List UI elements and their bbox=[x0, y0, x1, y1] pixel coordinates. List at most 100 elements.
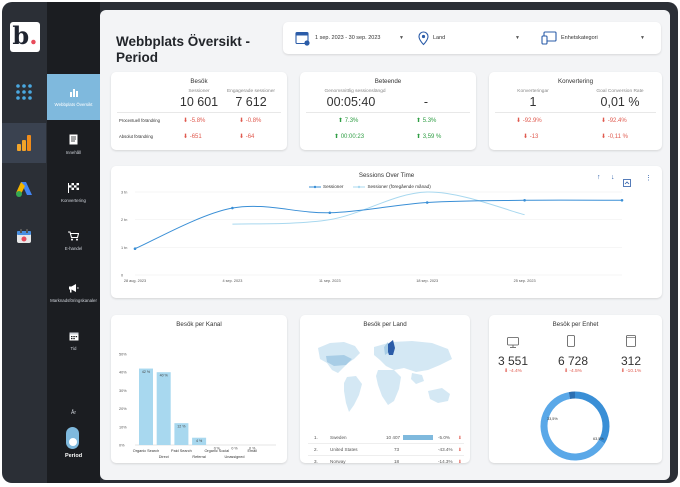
engaged-absolute-change: ⬇ -64 bbox=[239, 134, 255, 140]
y-tick-label: 0 bbox=[121, 274, 123, 278]
location-pin-icon bbox=[418, 30, 429, 45]
bar-chart-icon bbox=[69, 89, 78, 97]
avg-session-percent-change-value: 7.3% bbox=[344, 118, 359, 124]
sidebar-item-tid[interactable]: Tid bbox=[47, 318, 100, 364]
bar bbox=[174, 423, 189, 445]
conversions-absolute-change: ⬇ -13 bbox=[523, 134, 539, 140]
x-tick-label: 4 sep. 2023 bbox=[222, 279, 242, 283]
analytics-button[interactable] bbox=[2, 123, 46, 163]
bar-value-label: 0 % bbox=[214, 447, 221, 451]
mobile-icon bbox=[567, 334, 575, 352]
legend-line-current bbox=[309, 185, 321, 188]
conversions-percent-change-value: -92.9% bbox=[522, 118, 542, 124]
sessions-absolute-change-value: -651 bbox=[189, 134, 202, 140]
year-period-toggle[interactable] bbox=[66, 427, 79, 449]
kpi-card-behaviour: Beteende Genomsnittlig sessionslängd 00:… bbox=[300, 72, 476, 150]
category-label: Paid Search bbox=[171, 449, 192, 453]
table-row[interactable]: 1. Sweden 10 407 -5.0% ⬇ bbox=[308, 432, 464, 444]
row-change: -14.3% bbox=[438, 459, 453, 464]
channel-card: Besök per Kanal 50% 40% 30% 20% 10% 0% 42 % 40 … bbox=[111, 315, 287, 463]
brand-logo[interactable]: b. bbox=[10, 22, 40, 52]
data-point bbox=[523, 199, 526, 202]
desktop-value: 3 551 bbox=[497, 354, 529, 368]
analytics-icon bbox=[17, 135, 31, 151]
period-toggle-label-year: År bbox=[71, 410, 76, 416]
sidebar-item-webbplats-oversikt[interactable]: Webbplats Översikt bbox=[47, 74, 100, 120]
category-label: Organic Social bbox=[204, 449, 229, 453]
toggle-knob bbox=[67, 437, 78, 447]
calendar-tool-icon bbox=[17, 229, 31, 243]
goal-rate-absolute-change: ⬇ -0,11 % bbox=[601, 134, 628, 140]
google-ads-icon bbox=[16, 182, 32, 197]
row-rank: 1. bbox=[314, 435, 318, 440]
calendar-icon bbox=[69, 332, 78, 341]
report-sidebar: Webbplats Översikt Innehåll Konvertering… bbox=[47, 2, 100, 483]
sessions-value: 10 601 bbox=[179, 95, 219, 109]
sessions-label: Sessioner bbox=[188, 89, 210, 94]
conversions-absolute-change-value: -13 bbox=[529, 134, 539, 140]
data-point bbox=[133, 247, 137, 251]
x-tick-label: 28 aug. 2023 bbox=[124, 279, 146, 283]
sessions-over-time-card: Sessions Over Time Sessioner Sessioner (… bbox=[111, 166, 662, 298]
sidebar-item-e-handel[interactable]: E-handel bbox=[47, 218, 100, 264]
sessions-chart-legend: Sessioner Sessioner (föregående månad) bbox=[309, 184, 431, 189]
data-point bbox=[231, 206, 234, 210]
country-filter[interactable]: Land bbox=[418, 28, 445, 48]
export-icon[interactable] bbox=[623, 174, 631, 192]
kpi-card-title: Besök bbox=[190, 78, 208, 85]
google-ads-button[interactable] bbox=[2, 169, 46, 209]
device-caret-icon[interactable]: ▼ bbox=[640, 35, 645, 41]
bar-value-label: 12 % bbox=[177, 425, 186, 429]
apps-grid-button[interactable] bbox=[2, 72, 46, 112]
united-states-highlight bbox=[326, 355, 352, 366]
mobile-change-value: -4.5% bbox=[569, 369, 582, 374]
device-donut-chart: 33,5% 63,5% bbox=[540, 391, 610, 461]
y-tick-label: 40% bbox=[119, 371, 127, 375]
donut-slice bbox=[574, 391, 610, 444]
sidebar-item-marknadsforingskanaler[interactable]: Marknadsföringskanaler bbox=[47, 270, 100, 316]
mobile-change: ⬇ -4.5% bbox=[564, 369, 582, 374]
engaged-percent-change-value: -0.8% bbox=[245, 118, 262, 124]
sidebar-item-innehall[interactable]: Innehåll bbox=[47, 122, 100, 168]
table-row[interactable]: 2. United States 73 -43.4% ⬇ bbox=[308, 444, 464, 456]
device-filter[interactable]: Enhetskategori bbox=[541, 28, 598, 48]
kpi-card-title: Konvertering bbox=[557, 78, 594, 85]
date-range-caret-icon[interactable]: ▼ bbox=[399, 35, 404, 41]
goal-rate-absolute-change-value: -0,11 % bbox=[607, 134, 628, 140]
row-change-arrow-icon: ⬇ bbox=[458, 447, 462, 452]
shopping-cart-icon bbox=[68, 231, 79, 241]
filter-bar: 1 sep. 2023 - 30 sep. 2023 ▼ Land ▼ Enhe… bbox=[283, 22, 661, 54]
row-value: 18 bbox=[394, 459, 400, 464]
kpi-card-conversion: Konvertering Konverteringar Goal Convers… bbox=[489, 72, 662, 150]
avg-session-absolute-change-value: 00:00:23 bbox=[340, 134, 365, 140]
sidebar-item-label: E-handel bbox=[64, 246, 83, 251]
legend-label-current: Sessioner bbox=[323, 184, 344, 189]
sort-up-icon[interactable]: ↑ bbox=[597, 174, 601, 181]
bar-value-label: 42 % bbox=[142, 370, 151, 374]
row-value: 73 bbox=[394, 447, 400, 452]
sort-down-icon[interactable]: ↓ bbox=[611, 174, 615, 181]
desktop-change-value: -4.4% bbox=[509, 369, 522, 374]
more-options-icon[interactable]: ⋮ bbox=[645, 175, 652, 182]
period-toggle-label-period: Period bbox=[64, 453, 83, 459]
date-range-filter[interactable]: 1 sep. 2023 - 30 sep. 2023 bbox=[295, 28, 380, 48]
tablet-change-value: -10.1% bbox=[626, 369, 642, 374]
bar-value-label: 0 % bbox=[231, 447, 238, 451]
row-country: Norway bbox=[330, 459, 346, 464]
row-rank: 2. bbox=[314, 447, 318, 452]
avg-session-length-label: Genomsnittlig sessionslängd bbox=[324, 89, 386, 94]
row-change: -43.4% bbox=[438, 447, 453, 452]
y-tick-label: 20% bbox=[119, 407, 127, 411]
conversions-percent-change: ⬇ -92.9% bbox=[516, 118, 542, 124]
grid-dots-icon bbox=[16, 84, 32, 100]
calendar-tool-button[interactable] bbox=[2, 216, 46, 256]
sidebar-item-konvertering[interactable]: Konvertering bbox=[47, 170, 100, 216]
avg-session-length-value: 00:05:40 bbox=[326, 95, 376, 109]
series-line-previous bbox=[232, 191, 525, 225]
country-caret-icon[interactable]: ▼ bbox=[515, 35, 520, 41]
donut-slice bbox=[568, 391, 576, 399]
table-row[interactable]: 3. Norway 18 -14.3% ⬇ bbox=[308, 456, 464, 468]
y-tick-label: 1 tn bbox=[121, 246, 127, 250]
avg-session-percent-change: ⬆ 7.3% bbox=[338, 118, 359, 124]
category-label: Referral bbox=[192, 455, 206, 459]
